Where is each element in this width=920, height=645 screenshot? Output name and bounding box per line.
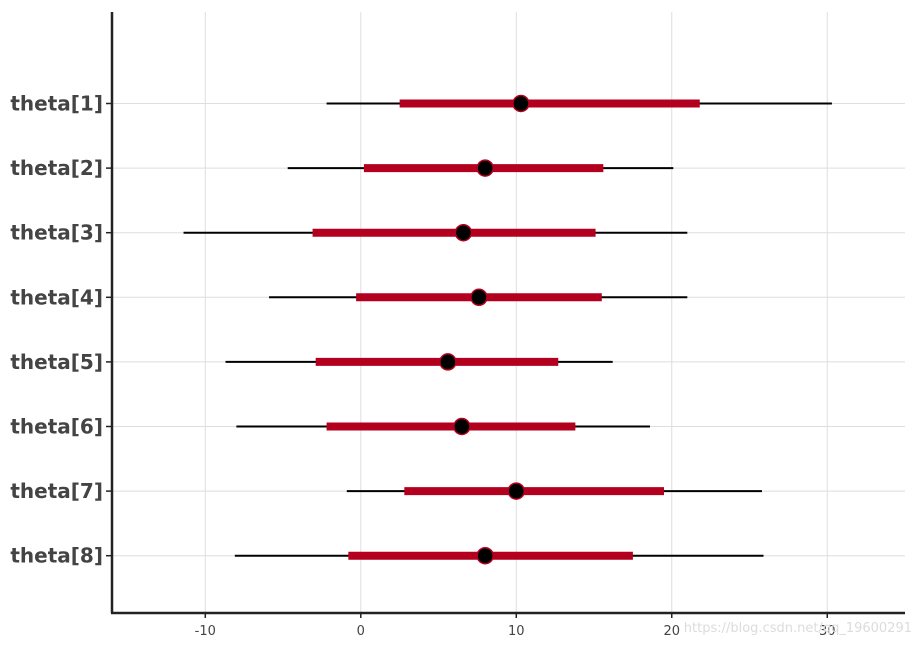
y-tick-label: theta[8] — [10, 544, 103, 568]
y-tick-label: theta[5] — [10, 350, 103, 374]
y-tick-labels: theta[1] theta[2] theta[3] theta[4] theta[5]… — [10, 92, 103, 568]
x-tick-labels: -10 0 10 20 30 — [195, 624, 836, 639]
median-point-7 — [507, 482, 526, 500]
axes — [106, 12, 905, 618]
x-tick-label: 0 — [357, 624, 365, 639]
median-point-4 — [470, 288, 488, 307]
inner-intervals — [312, 99, 700, 560]
x-tick-label: 30 — [819, 624, 836, 639]
median-points — [439, 94, 530, 565]
y-tick-label: theta[4] — [10, 285, 103, 309]
y-tick-label: theta[7] — [10, 479, 103, 503]
y-tick-label: theta[6] — [10, 415, 103, 439]
x-tick-label: 20 — [663, 624, 680, 639]
y-tick-label: theta[2] — [10, 156, 103, 180]
median-point-1 — [512, 94, 530, 113]
median-point-5 — [439, 353, 457, 371]
median-point-6 — [453, 417, 471, 436]
median-point-8 — [476, 546, 494, 565]
y-tick-label: theta[3] — [10, 221, 103, 245]
watermark: https://blog.csdn.net/qq_19600291 — [684, 621, 912, 636]
x-tick-label: 10 — [508, 624, 525, 639]
y-tick-label: theta[1] — [10, 92, 103, 116]
x-tick-label: -10 — [195, 624, 216, 639]
median-point-2 — [476, 159, 494, 177]
median-point-3 — [454, 223, 473, 242]
